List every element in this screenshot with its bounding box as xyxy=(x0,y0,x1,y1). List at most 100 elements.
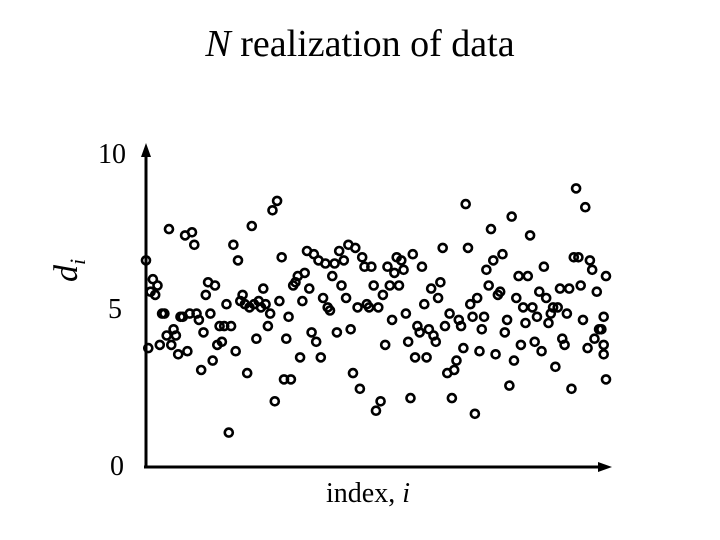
title-variable: N xyxy=(205,23,231,65)
data-point-72 xyxy=(306,327,317,338)
data-point-94 xyxy=(356,251,368,263)
data-point-190 xyxy=(577,314,589,326)
data-point-117 xyxy=(409,352,421,363)
data-point-198 xyxy=(596,323,607,335)
data-point-203 xyxy=(600,270,612,282)
data-point-1 xyxy=(143,342,154,354)
data-point-26 xyxy=(200,289,212,301)
data-point-56 xyxy=(269,395,281,407)
y-tick-label-mid: 5 xyxy=(108,294,122,325)
data-point-193 xyxy=(584,255,596,266)
data-point-168 xyxy=(527,302,538,313)
data-point-104 xyxy=(379,339,391,351)
data-point-165 xyxy=(520,317,531,329)
data-point-173 xyxy=(538,261,550,273)
data-point-10 xyxy=(163,223,175,235)
data-point-127 xyxy=(432,292,444,304)
data-point-13 xyxy=(170,330,182,341)
y-tick-label-bottom: 0 xyxy=(110,451,124,482)
data-point-201 xyxy=(598,348,610,360)
data-point-114 xyxy=(402,336,414,348)
chart-title: N realization of data xyxy=(0,22,720,66)
data-point-195 xyxy=(589,333,600,345)
data-point-23 xyxy=(193,314,205,326)
data-point-124 xyxy=(425,283,437,294)
data-point-113 xyxy=(400,308,412,319)
data-point-158 xyxy=(504,380,515,391)
data-point-102 xyxy=(375,395,386,407)
data-point-157 xyxy=(501,314,513,326)
x-axis-label-main: index, xyxy=(326,478,403,509)
data-point-182 xyxy=(559,339,570,351)
data-point-93 xyxy=(354,383,366,395)
data-point-120 xyxy=(416,261,428,273)
data-point-145 xyxy=(474,345,485,357)
data-point-149 xyxy=(483,280,495,291)
data-point-57 xyxy=(271,195,283,207)
data-point-99 xyxy=(368,280,380,291)
data-point-21 xyxy=(189,239,200,251)
data-point-189 xyxy=(575,280,587,291)
x-axis-label: index, i xyxy=(326,478,410,510)
data-point-186 xyxy=(568,251,580,263)
data-point-110 xyxy=(393,280,405,291)
data-point-129 xyxy=(437,242,449,254)
data-point-8 xyxy=(159,308,170,319)
data-point-164 xyxy=(517,302,529,313)
data-point-170 xyxy=(531,311,543,323)
data-point-167 xyxy=(524,230,536,241)
data-point-166 xyxy=(522,270,534,282)
data-point-25 xyxy=(198,327,209,338)
data-point-98 xyxy=(366,261,377,273)
data-point-133 xyxy=(446,392,458,404)
data-point-150 xyxy=(485,223,497,235)
data-point-191 xyxy=(579,201,591,213)
data-point-105 xyxy=(382,261,393,273)
data-point-179 xyxy=(552,302,564,313)
data-point-161 xyxy=(510,292,522,304)
data-point-192 xyxy=(582,342,593,354)
data-point-77 xyxy=(317,292,329,304)
data-point-178 xyxy=(550,361,561,373)
data-point-163 xyxy=(515,339,527,351)
data-point-69 xyxy=(299,267,311,279)
data-point-121 xyxy=(418,298,430,310)
data-point-159 xyxy=(506,211,518,222)
data-point-160 xyxy=(508,355,520,366)
data-point-183 xyxy=(561,308,573,319)
data-point-111 xyxy=(395,255,407,266)
data-point-107 xyxy=(386,314,398,326)
data-point-144 xyxy=(471,292,483,304)
data-point-141 xyxy=(464,298,476,310)
data-point-130 xyxy=(439,320,451,332)
data-point-71 xyxy=(303,283,315,294)
data-point-202 xyxy=(600,374,612,385)
data-point-84 xyxy=(333,245,345,257)
data-point-91 xyxy=(349,242,361,254)
y-tick-label-top: 10 xyxy=(98,139,126,170)
data-point-128 xyxy=(435,276,446,288)
data-point-39 xyxy=(230,345,241,357)
data-point-187 xyxy=(570,183,582,194)
data-point-92 xyxy=(352,302,363,313)
data-point-89 xyxy=(345,323,357,335)
data-point-139 xyxy=(460,198,472,210)
data-point-156 xyxy=(499,327,511,338)
data-point-46 xyxy=(246,220,258,232)
data-point-28 xyxy=(205,308,216,319)
data-point-5 xyxy=(152,280,163,291)
title-text: realization of data xyxy=(230,23,515,65)
data-point-135 xyxy=(451,355,462,366)
data-point-80 xyxy=(324,305,336,316)
data-point-177 xyxy=(547,302,559,313)
data-point-74 xyxy=(310,336,322,348)
data-point-152 xyxy=(490,348,501,360)
data-point-4 xyxy=(149,289,161,301)
data-point-29 xyxy=(207,355,218,366)
data-points xyxy=(140,183,612,438)
data-point-184 xyxy=(563,283,575,294)
data-point-143 xyxy=(469,408,481,420)
data-point-20 xyxy=(186,227,198,238)
data-point-44 xyxy=(241,367,253,379)
data-point-100 xyxy=(370,405,382,417)
